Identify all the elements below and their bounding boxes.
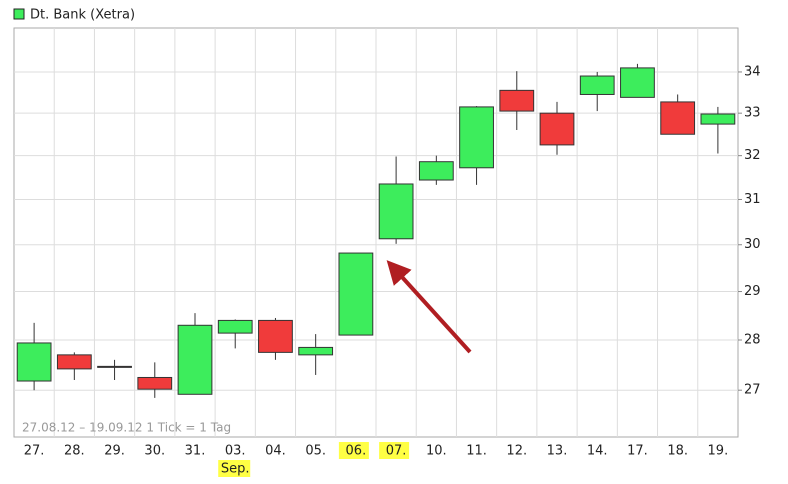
x-tick-label: 27. [24,444,45,459]
x-tick-label: 14. [587,444,608,459]
label-highlight [338,442,369,459]
label-highlight [379,442,410,459]
x-tick-label: 06. [346,444,367,459]
annotation: 27.08.12 – 19.09.12 1 Tick = 1 Tag [22,421,231,435]
candle-body [700,113,736,125]
y-tick-label: 31 [744,192,761,207]
month-label: Sep. [221,462,250,477]
candle-body [258,319,293,353]
candle-body [177,324,213,395]
candle-body [16,342,52,382]
candle-body [56,354,92,370]
candle-body [137,376,173,390]
candle-body [217,319,253,334]
x-tick-label: 19. [708,444,729,459]
candle-body [459,106,494,169]
candle-body [539,112,575,146]
arrow [386,260,472,354]
label-highlight [218,460,251,477]
y-tick-label: 29 [744,284,761,299]
grid [14,28,738,437]
candle-body [660,101,696,135]
y-tick-label: 33 [744,106,761,121]
x-tick-label: 13. [547,444,568,459]
candle-body [97,365,132,368]
x-tick-label: 31. [185,444,206,459]
x-tick-label: 30. [144,444,165,459]
candle-body [579,75,615,95]
x-tick-label: 18. [667,444,688,459]
x-tick-label: 04. [265,444,286,459]
y-tick-label: 28 [744,332,761,347]
y-tick-label: 30 [744,237,761,252]
candle-body [378,183,414,240]
x-tick-label: 12. [506,444,527,459]
legend-swatch [13,8,25,20]
x-tick-label: 29. [104,444,125,459]
y-tick-label: 34 [744,64,761,79]
x-tick-label: 11. [466,444,487,459]
y-tick-label: 32 [744,148,761,163]
candle-body [338,252,374,336]
x-tick-label: 28. [64,444,85,459]
x-tick-label: 17. [627,444,648,459]
candle-body [418,161,454,181]
x-tick-label: 10. [426,444,447,459]
legend-label: Dt. Bank (Xetra) [30,8,135,23]
y-tick-label: 27 [744,383,761,398]
candle-body [298,346,334,356]
candle-body [620,67,655,98]
x-tick-label: 07. [386,444,407,459]
x-tick-label: 03. [225,444,246,459]
x-tick-label: 05. [305,444,326,459]
candle-body [499,89,535,112]
